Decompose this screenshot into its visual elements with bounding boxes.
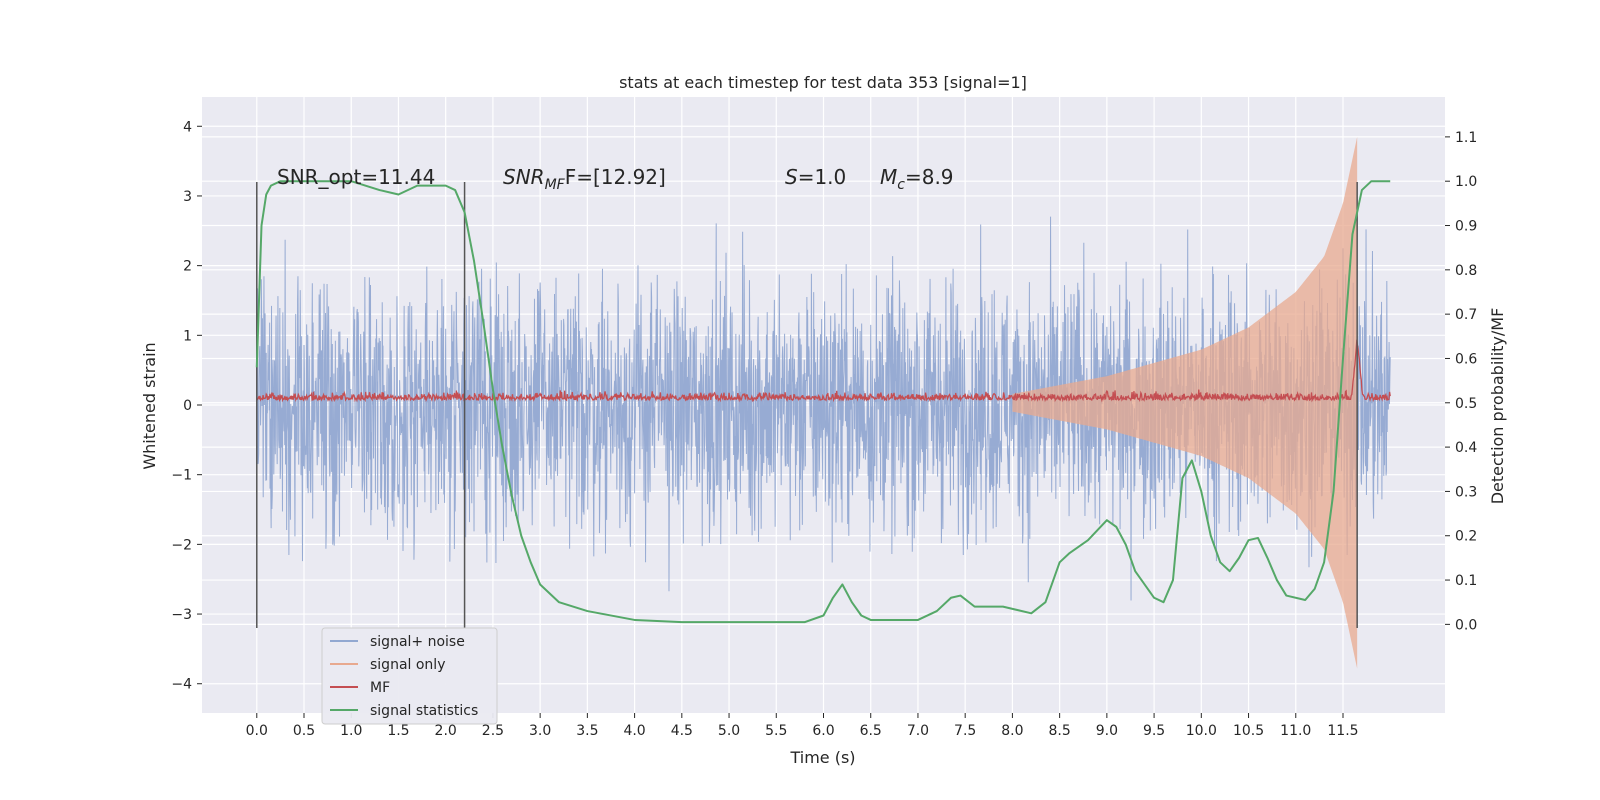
legend-label-mf: MF: [370, 680, 390, 696]
annotation-mc-tail: =8.9: [905, 165, 954, 189]
x-tick-label-4: 2.0: [435, 723, 457, 739]
annotation-s-main: S: [785, 165, 798, 189]
right-y-ticks: 1.1 1.0 0.9 0.8 0.7 0.6 0.5 0.4 0.3 0.2 0.1 0.0: [1445, 130, 1477, 633]
signal-statistics-line: [255, 180, 1391, 624]
signal-noise-trace: [256, 216, 1391, 601]
right-y-tick-label-8: 0.3: [1455, 484, 1477, 500]
left-y-tick-label-2: 2: [183, 259, 192, 275]
annotation-snr-mf: SNRMFF=[12.92]: [503, 165, 666, 193]
mf-series: [256, 339, 1391, 403]
signal-only-envelope: [1012, 136, 1358, 669]
x-tick-label-2: 1.0: [340, 723, 362, 739]
annotation-mc-main: M: [880, 165, 897, 189]
legend-label-noise: signal+ noise: [370, 634, 465, 650]
x-tick-label-16: 8.0: [1001, 723, 1023, 739]
left-y-tick-label-8: −4: [171, 677, 192, 693]
signal-statistics-series: [255, 180, 1391, 624]
right-y-tick-label-10: 0.1: [1455, 573, 1477, 589]
right-y-tick-label-11: 0.0: [1455, 617, 1477, 633]
right-y-tick-label-3: 0.8: [1455, 263, 1477, 279]
signal-only-series: [1012, 136, 1358, 669]
annotations: SNR_opt=11.44 SNRMFF=[12.92] S=1.0 Mc=8.…: [277, 165, 954, 193]
annotation-snr-mf-main: SNR: [503, 165, 545, 189]
legend-label-stats: signal statistics: [370, 703, 478, 719]
left-y-tick-label-0: 4: [183, 119, 192, 135]
x-tick-label-14: 7.0: [907, 723, 929, 739]
y-axis-left-label: Whitened strain: [140, 342, 159, 469]
right-y-tick-label-2: 0.9: [1455, 219, 1477, 235]
right-y-tick-label-5: 0.6: [1455, 351, 1477, 367]
x-tick-label-11: 5.5: [765, 723, 787, 739]
annotation-snr-mf-tail: F=[12.92]: [565, 165, 666, 189]
left-y-tick-label-6: −2: [171, 537, 192, 553]
left-y-ticks: 4 3 2 1 0 −1 −2 −3 −4: [171, 119, 202, 693]
mf-trace: [256, 339, 1391, 403]
annotation-mc: Mc=8.9: [880, 165, 954, 193]
x-tick-label-22: 11.0: [1280, 723, 1311, 739]
right-y-tick-label-1: 1.0: [1455, 174, 1477, 190]
signal-noise-series: [256, 216, 1391, 601]
annotation-snr-opt: SNR_opt=11.44: [277, 165, 435, 189]
x-tick-label-12: 6.0: [812, 723, 834, 739]
x-tick-label-20: 10.0: [1186, 723, 1217, 739]
x-tick-label-13: 6.5: [860, 723, 882, 739]
vertical-markers: [256, 182, 1358, 628]
x-axis-label: Time (s): [789, 748, 855, 767]
legend-label-signal-only: signal only: [370, 657, 445, 673]
left-y-tick-label-3: 1: [183, 328, 192, 344]
annotation-mc-sub: c: [897, 177, 905, 193]
y-axis-right-label: Detection probability/MF: [1488, 308, 1507, 505]
x-tick-label-10: 5.0: [718, 723, 740, 739]
x-tick-label-9: 4.5: [671, 723, 693, 739]
left-y-tick-label-5: −1: [171, 468, 192, 484]
left-y-tick-label-1: 3: [183, 189, 192, 205]
x-tick-label-15: 7.5: [954, 723, 976, 739]
x-tick-label-6: 3.0: [529, 723, 551, 739]
x-tick-label-17: 8.5: [1048, 723, 1070, 739]
left-y-tick-label-7: −3: [171, 607, 192, 623]
x-tick-label-19: 9.5: [1143, 723, 1165, 739]
left-y-tick-label-4: 0: [183, 398, 192, 414]
x-tick-label-5: 2.5: [482, 723, 504, 739]
x-tick-label-23: 11.5: [1327, 723, 1358, 739]
x-tick-label-0: 0.0: [246, 723, 268, 739]
legend: signal+ noise signal only MF signal stat…: [321, 627, 498, 725]
chart-title: stats at each timestep for test data 353…: [619, 73, 1027, 92]
right-y-tick-label-0: 1.1: [1455, 130, 1477, 146]
x-tick-label-3: 1.5: [387, 723, 409, 739]
x-tick-label-7: 3.5: [576, 723, 598, 739]
annotation-snr-mf-sub: MF: [545, 177, 566, 193]
x-ticks: 0.0 0.5 1.0 1.5 2.0 2.5 3.0 3.5 4.0 4.5 5.0 5.5 6.0 6…: [246, 713, 1359, 739]
right-y-tick-label-4: 0.7: [1455, 307, 1477, 323]
legend-box: [321, 627, 498, 725]
right-y-tick-label-7: 0.4: [1455, 440, 1477, 456]
x-tick-label-18: 9.0: [1096, 723, 1118, 739]
x-tick-label-1: 0.5: [293, 723, 315, 739]
annotation-s-tail: =1.0: [798, 165, 847, 189]
annotation-s: S=1.0: [785, 165, 846, 189]
right-y-tick-label-9: 0.2: [1455, 529, 1477, 545]
x-tick-label-8: 4.0: [623, 723, 645, 739]
right-y-tick-label-6: 0.5: [1455, 396, 1477, 412]
x-tick-label-21: 10.5: [1233, 723, 1264, 739]
